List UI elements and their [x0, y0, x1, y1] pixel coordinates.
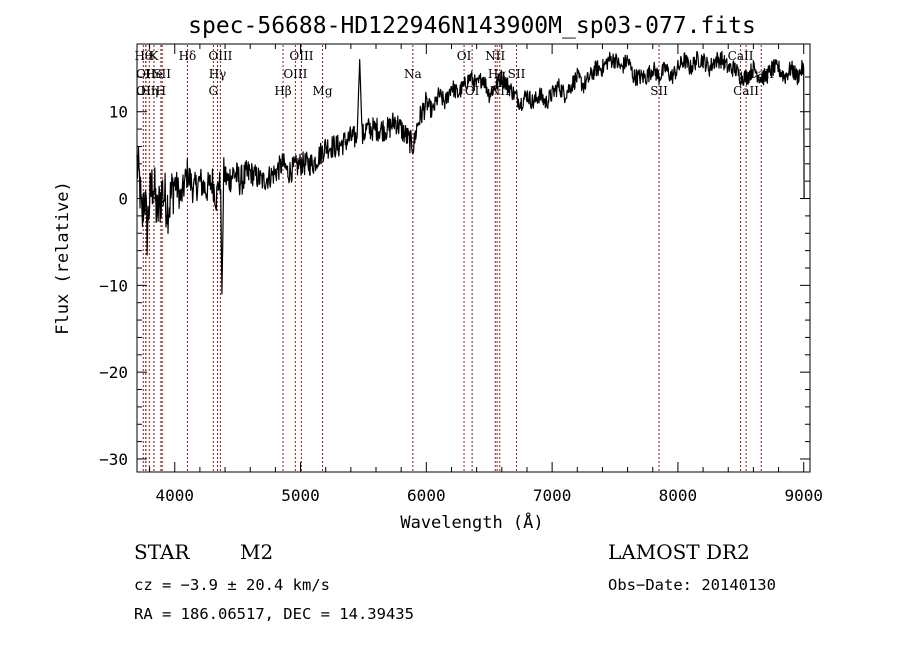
x-tick-label: 4000	[155, 486, 194, 505]
spectral-line-label: H	[156, 84, 166, 98]
spectral-line-label: SII	[153, 67, 171, 81]
spectral-line-label: K	[149, 49, 159, 63]
spectral-line-label: OIII	[283, 67, 307, 81]
spectral-line-label: Hγ	[209, 67, 227, 81]
spectral-line-label: SII	[650, 84, 668, 98]
spectral-line-label: NII	[485, 49, 505, 63]
x-axis-ticks: 4000 5000 6000 7000 8000 9000	[149, 44, 823, 505]
x-tick-label: 7000	[533, 486, 572, 505]
x-tick-label: 9000	[784, 486, 823, 505]
coordinates-info: RA = 186.06517, DEC = 14.39435	[134, 605, 414, 623]
x-tick-label: 5000	[281, 486, 320, 505]
spectral-line-label: G	[209, 84, 219, 98]
x-tick-label: 8000	[659, 486, 698, 505]
spectral-line-label: CaII	[728, 49, 754, 63]
y-tick-label: −30	[99, 450, 128, 469]
spectral-line-label: OI	[457, 49, 472, 63]
y-tick-label: 0	[118, 190, 128, 209]
spectral-line-label: Hδ	[179, 49, 197, 63]
spectral-line-label: Hβ	[274, 84, 291, 98]
survey-name: LAMOST DR2	[608, 540, 750, 564]
spectral-line-label: He	[145, 67, 163, 81]
x-axis-label: Wavelength (Å)	[400, 511, 543, 533]
redshift-info: cz = −3.9 ± 20.4 km/s	[134, 576, 330, 594]
chart-title: spec-56688-HD122946N143900M_sp03-077.fit…	[188, 13, 756, 39]
spectral-line-label: OIII	[289, 49, 313, 63]
spectral-line-markers	[142, 45, 762, 471]
spectral-line-label: OII	[136, 67, 156, 81]
y-axis-label: Flux (relative)	[53, 181, 73, 335]
spectral-line-label: Mg	[313, 84, 333, 98]
plot-frame	[136, 43, 811, 473]
spectral-line-label: Hη	[140, 84, 158, 98]
spectral-line-label: SII	[508, 67, 526, 81]
object-subclass: M2	[240, 540, 273, 564]
y-tick-label: −20	[99, 363, 128, 382]
spectral-line-label: Hθ	[134, 49, 152, 63]
spectral-line-label: CaII	[733, 84, 759, 98]
y-tick-label: −10	[99, 276, 128, 295]
spectral-line-label: Na	[404, 67, 422, 81]
spectral-line-label: OIII	[208, 49, 232, 63]
y-axis-ticks: −30 −20 −10 0 10	[99, 76, 810, 469]
spectrum-series-line	[136, 50, 805, 295]
y-tick-label: 10	[109, 103, 128, 122]
observation-date: Obs−Date: 20140130	[608, 576, 776, 594]
spectral-line-label: OI	[465, 84, 480, 98]
object-class: STAR	[134, 540, 190, 564]
x-tick-label: 6000	[407, 486, 446, 505]
